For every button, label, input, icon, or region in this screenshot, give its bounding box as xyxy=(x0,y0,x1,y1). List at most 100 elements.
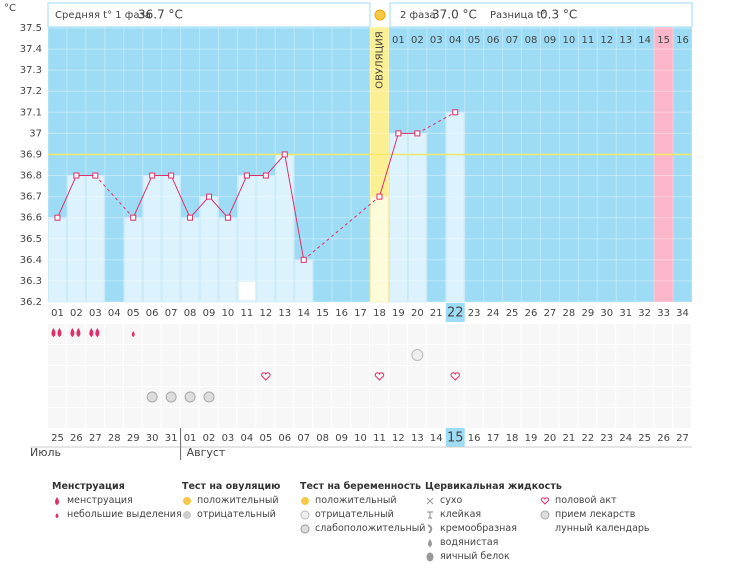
event-cell xyxy=(66,324,85,344)
event-cell xyxy=(445,408,464,428)
phase1-box xyxy=(47,2,371,28)
event-cell xyxy=(521,387,540,407)
event-cell xyxy=(237,324,256,344)
event-cell xyxy=(123,387,142,407)
date: 02 xyxy=(203,433,216,444)
date: 24 xyxy=(619,433,632,444)
temp-point xyxy=(262,172,269,179)
event-cell xyxy=(294,324,313,344)
event-cell xyxy=(426,324,445,344)
event-cell xyxy=(388,387,407,407)
event-cell xyxy=(66,387,85,407)
phase2-day: 02 xyxy=(411,35,424,46)
date: 05 xyxy=(259,433,272,444)
event-cell xyxy=(142,408,161,428)
event-cell xyxy=(351,387,369,407)
event-cell xyxy=(313,324,332,344)
event-cell xyxy=(426,366,445,386)
event-cell xyxy=(502,366,521,386)
cycle-day: 30 xyxy=(600,308,613,319)
event-cell xyxy=(616,408,635,428)
date: 14 xyxy=(430,433,443,444)
cycle-day: 08 xyxy=(184,308,197,319)
phase2-day: 16 xyxy=(676,35,689,46)
date: 12 xyxy=(392,433,405,444)
y-tick-label: 36.5 xyxy=(20,234,42,245)
legend-item: отрицательный xyxy=(197,509,276,520)
event-cell xyxy=(388,366,407,386)
event-cell xyxy=(654,324,673,344)
event-cell xyxy=(635,366,654,386)
spotting-icon xyxy=(131,331,135,337)
cycle-day: 07 xyxy=(165,308,178,319)
event-cell xyxy=(578,408,597,428)
event-cell xyxy=(540,366,559,386)
period-band xyxy=(654,27,674,302)
event-cell xyxy=(332,366,351,386)
event-cell xyxy=(559,345,578,365)
date: 25 xyxy=(638,433,651,444)
event-cell xyxy=(540,387,559,407)
cycle-day: 21 xyxy=(430,308,443,319)
y-tick-label: 37.4 xyxy=(20,44,42,55)
phase2-label: 2 фаза xyxy=(400,10,436,21)
event-cell xyxy=(654,345,673,365)
month-label: Август xyxy=(187,446,226,459)
event-cell xyxy=(275,345,294,365)
y-tick-label: 36.4 xyxy=(20,255,42,266)
event-cell xyxy=(388,345,407,365)
event-cell xyxy=(294,366,313,386)
event-cell xyxy=(445,345,464,365)
legend-item: положительный xyxy=(197,495,279,506)
phase2-box xyxy=(389,2,693,28)
menstruation-icon xyxy=(89,328,94,337)
event-cell xyxy=(521,345,540,365)
event-cell xyxy=(104,345,123,365)
event-cell xyxy=(104,387,123,407)
temp-line xyxy=(170,175,191,218)
cycle-day: 29 xyxy=(581,308,594,319)
phase1-value: 36.7 °C xyxy=(138,8,183,22)
event-cell xyxy=(635,408,654,428)
y-tick-label: 37 xyxy=(29,128,42,139)
cycle-day: 26 xyxy=(525,308,538,319)
medication-icon xyxy=(203,391,215,403)
event-cell xyxy=(180,324,199,344)
event-cell xyxy=(294,345,313,365)
event-cell xyxy=(407,324,426,344)
sun-icon xyxy=(374,9,386,21)
event-cell xyxy=(66,366,85,386)
phase2-day: 07 xyxy=(506,35,519,46)
temp-point xyxy=(300,256,307,263)
temp-point xyxy=(187,214,194,221)
ovulation-label: ОВУЛЯЦИЯ xyxy=(374,31,385,89)
phase2-day: 10 xyxy=(563,35,576,46)
cycle-day: 10 xyxy=(222,308,235,319)
event-cell xyxy=(332,387,351,407)
phase2-day: 11 xyxy=(581,35,594,46)
event-cell xyxy=(218,366,237,386)
date: 29 xyxy=(127,433,140,444)
event-cell xyxy=(104,324,123,344)
event-cell xyxy=(578,345,597,365)
event-cell xyxy=(407,408,426,428)
phase2-day: 08 xyxy=(525,35,538,46)
event-cell xyxy=(85,324,104,344)
date: 01 xyxy=(184,433,197,444)
date: 30 xyxy=(146,433,159,444)
event-cell xyxy=(502,387,521,407)
y-tick-label: 36.3 xyxy=(20,276,42,287)
event-cell xyxy=(654,366,673,386)
phase2-day: 15 xyxy=(657,35,670,46)
event-cell xyxy=(104,366,123,386)
event-cell xyxy=(578,324,597,344)
cycle-day: 27 xyxy=(544,308,557,319)
event-cell xyxy=(218,324,237,344)
event-cell xyxy=(616,366,635,386)
event-cell xyxy=(313,387,332,407)
temp-line xyxy=(189,196,210,219)
event-cell xyxy=(218,345,237,365)
menstruation-icon xyxy=(57,328,62,337)
medication-icon xyxy=(165,391,177,403)
event-cell xyxy=(483,387,502,407)
